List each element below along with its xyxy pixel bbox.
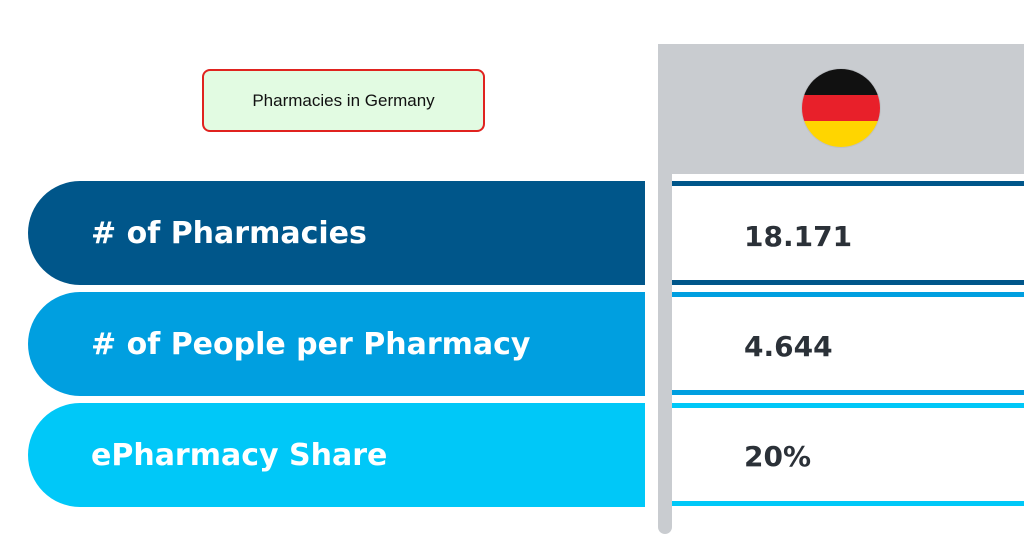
row-label-people-per-pharmacy: # of People per Pharmacy bbox=[28, 292, 645, 396]
value-pharmacies: 18.171 bbox=[744, 220, 853, 253]
row-divider bbox=[672, 501, 1024, 506]
row-divider bbox=[672, 292, 1024, 297]
germany-flag-icon bbox=[802, 69, 880, 147]
row-label-epharmacy-share: ePharmacy Share bbox=[28, 403, 645, 507]
flag-pole bbox=[658, 44, 672, 534]
row-label-text: ePharmacy Share bbox=[91, 437, 388, 473]
row-label-pharmacies: # of Pharmacies bbox=[28, 181, 645, 285]
chart-title-box: Pharmacies in Germany bbox=[202, 69, 485, 132]
row-divider bbox=[672, 403, 1024, 408]
row-label-text: # of Pharmacies bbox=[91, 215, 367, 251]
value-epharmacy-share: 20% bbox=[744, 440, 812, 473]
chart-title: Pharmacies in Germany bbox=[252, 90, 435, 110]
value-people-per-pharmacy: 4.644 ( bbox=[744, 330, 840, 363]
row-divider bbox=[672, 390, 1024, 395]
row-divider bbox=[672, 280, 1024, 285]
row-label-text: # of People per Pharmacy bbox=[91, 326, 531, 362]
row-divider bbox=[672, 181, 1024, 186]
